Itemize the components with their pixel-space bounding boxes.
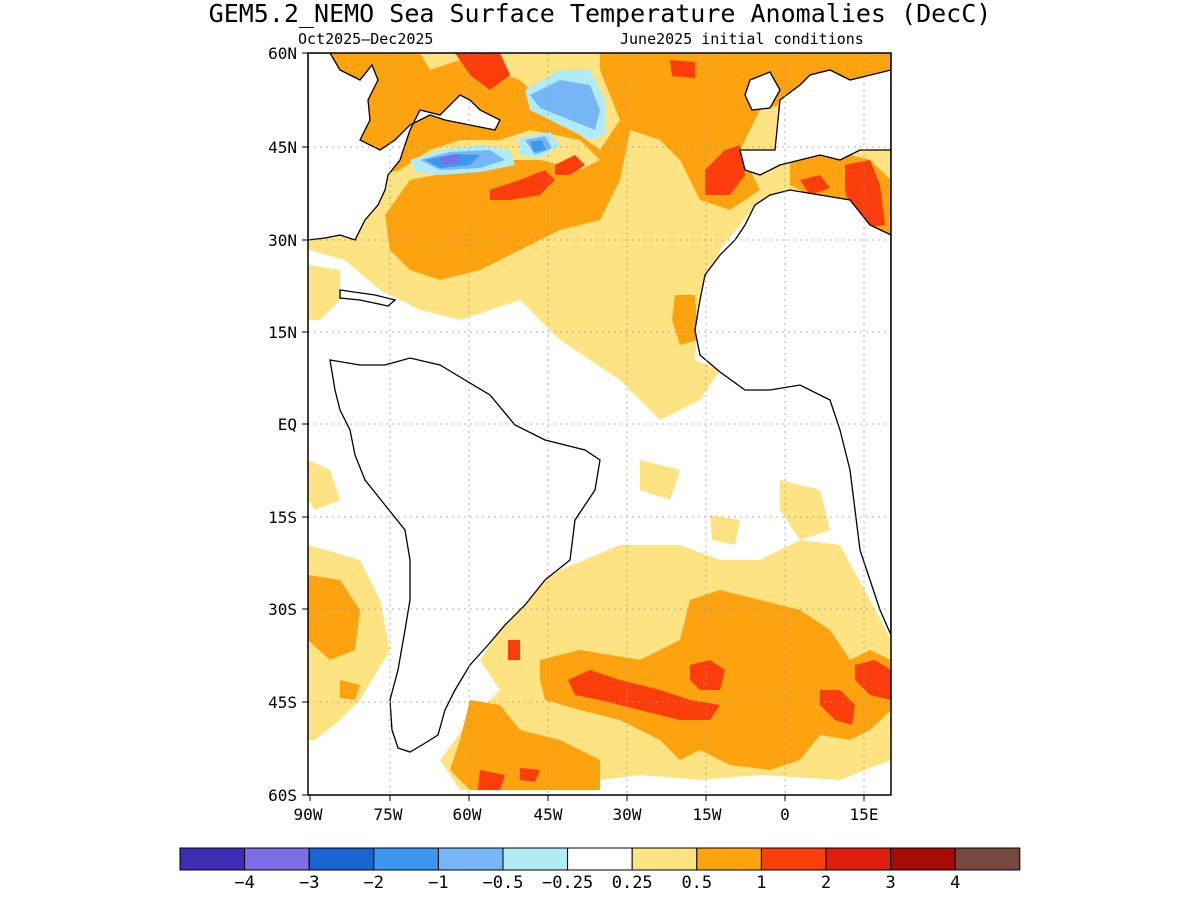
- initial-conditions-label: June2025 initial conditions: [620, 30, 864, 48]
- south-america: [329, 357, 601, 753]
- colorbar-swatch: [825, 847, 892, 871]
- colorbar-label: 2: [821, 873, 831, 893]
- colorbar-swatch: [308, 847, 375, 871]
- lon-label: 15W: [693, 805, 722, 824]
- lat-label: 60S: [268, 786, 297, 805]
- lon-label: 45W: [534, 805, 563, 824]
- longitude-labels: 90W 75W 60W 45W 30W 15W 0 15E: [294, 805, 879, 824]
- lat-label: 45S: [268, 693, 297, 712]
- colorbar: −4 −3 −2 −1 −0.5 −0.25 0.25 0.5 1 2 3 4: [179, 847, 1021, 893]
- lat-label: 15S: [268, 508, 297, 527]
- colorbar-label: 3: [885, 873, 895, 893]
- map-gridlines: [308, 53, 891, 795]
- lat-label: 60N: [268, 44, 297, 63]
- strong-cool-anomaly: [440, 155, 460, 164]
- latitude-labels: 60N 45N 30N 15N EQ 15S 30S 45S 60S: [268, 44, 297, 805]
- colorbar-swatch: [890, 847, 956, 871]
- colorbar-label: −0.25: [542, 873, 593, 893]
- lon-label: 30W: [613, 805, 642, 824]
- lat-label: 45N: [268, 138, 297, 157]
- colorbar-swatch: [373, 847, 439, 871]
- colorbar-swatch: [244, 847, 310, 871]
- colorbar-swatch: [502, 847, 569, 871]
- forecast-period: Oct2025–Dec2025: [298, 30, 434, 48]
- colorbar-swatch: [567, 847, 633, 871]
- anomaly-field: [308, 53, 891, 790]
- lat-label: EQ: [278, 415, 297, 434]
- colorbar-label: −1: [428, 873, 448, 893]
- strong-warm-anomaly: [455, 53, 891, 790]
- africa-eurasia: [694, 53, 891, 636]
- colorbar-swatch: [437, 847, 504, 871]
- colorbar-label: 0.5: [681, 873, 712, 893]
- colorbar-label: −2: [364, 873, 384, 893]
- axis-ticks: [302, 52, 865, 801]
- lon-label: 60W: [453, 805, 482, 824]
- colorbar-label: −4: [234, 873, 254, 893]
- colorbar-swatch: [696, 847, 762, 871]
- north-america: [308, 53, 501, 241]
- colorbar-swatch: [631, 847, 698, 871]
- colorbar-swatch: [760, 847, 827, 871]
- lat-label: 30N: [268, 231, 297, 250]
- lon-label: 15E: [850, 805, 879, 824]
- lon-label: 0: [780, 805, 790, 824]
- colorbar-label: 0.25: [612, 873, 653, 893]
- colorbar-label: 4: [950, 873, 960, 893]
- lat-label: 15N: [268, 323, 297, 342]
- colorbar-swatch: [954, 847, 1021, 871]
- lon-label: 90W: [294, 805, 323, 824]
- colorbar-label: −3: [299, 873, 319, 893]
- caribbean-cuba: [339, 289, 397, 307]
- lon-label: 75W: [374, 805, 403, 824]
- british-isles: [744, 71, 781, 111]
- chart-title: GEM5.2_NEMO Sea Surface Temperature Anom…: [208, 0, 992, 28]
- coastlines: [308, 53, 891, 753]
- lat-label: 30S: [268, 600, 297, 619]
- colorbar-label: −0.5: [483, 873, 524, 893]
- colorbar-swatch: [179, 847, 246, 871]
- colorbar-label: 1: [756, 873, 766, 893]
- iberia-europe: [739, 69, 891, 176]
